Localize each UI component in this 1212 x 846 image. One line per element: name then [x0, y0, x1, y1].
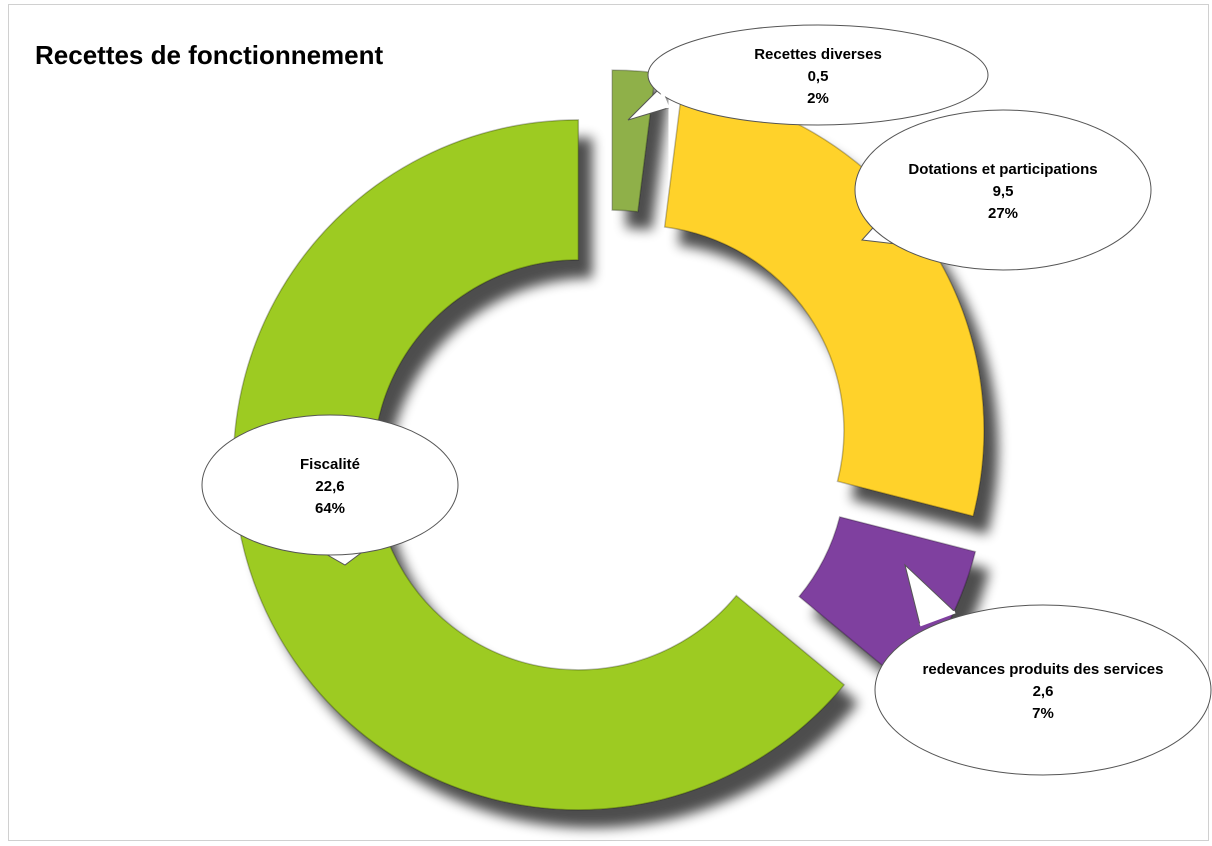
- callouts: Recettes diverses 0,5 2% Dotations et parti…: [201, 24, 1212, 776]
- callout-bubble: [874, 604, 1212, 776]
- data-label-percent: 27%: [988, 205, 1018, 222]
- data-label-category: Fiscalité: [300, 456, 360, 473]
- callout-join: [919, 610, 956, 627]
- callout-bubble: [647, 24, 989, 126]
- callout: Recettes diverses 0,5 2%: [627, 24, 989, 126]
- data-label-category: redevances produits des services: [923, 661, 1164, 678]
- data-label-percent: 64%: [315, 500, 345, 517]
- data-label-percent: 7%: [1032, 705, 1054, 722]
- callout: redevances produits des services 2,6 7%: [874, 563, 1212, 776]
- data-label-value: 0,5: [808, 68, 829, 85]
- callout-join: [658, 87, 670, 109]
- donut-slice: [663, 87, 985, 518]
- chart-title: Recettes de fonctionnement: [35, 40, 384, 70]
- data-label-value: 2,6: [1033, 683, 1054, 700]
- callout: Dotations et participations 9,5 27%: [854, 109, 1152, 271]
- data-label-category: Recettes diverses: [754, 46, 882, 63]
- callout: Fiscalité 22,6 64%: [201, 414, 459, 566]
- callout-join: [309, 543, 366, 552]
- callout-bubble: [201, 414, 459, 556]
- callout-join: [878, 218, 907, 247]
- data-label-value: 22,6: [315, 478, 344, 495]
- data-label-value: 9,5: [993, 183, 1014, 200]
- data-label-category: Dotations et participations: [908, 161, 1097, 178]
- data-label-percent: 2%: [807, 90, 829, 107]
- donut-slice: [232, 119, 846, 811]
- callout-bubble: [854, 109, 1152, 271]
